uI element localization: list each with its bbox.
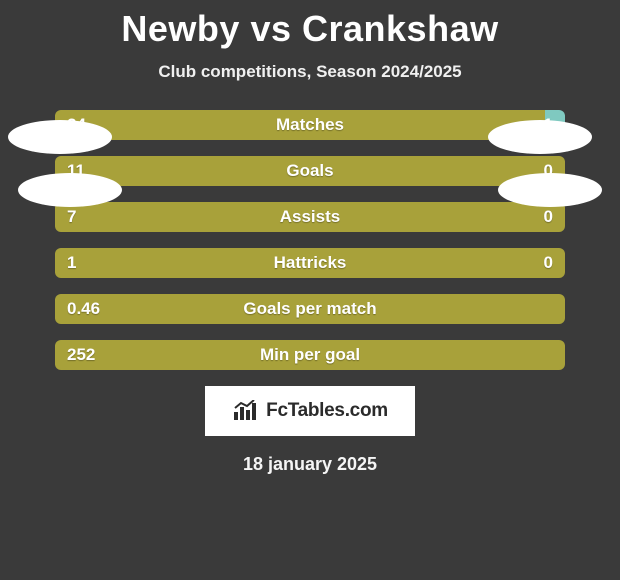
- bar-track: [55, 340, 565, 370]
- stats-container: 241Matches110Goals70Assists10Hattricks0.…: [55, 110, 565, 370]
- stat-row: 0.46Goals per match: [55, 294, 565, 324]
- avatar-left: [8, 120, 112, 154]
- stat-row: 70Assists: [55, 202, 565, 232]
- player2-name: Crankshaw: [302, 8, 499, 49]
- avatar-right: [498, 173, 602, 207]
- vs-text: vs: [250, 8, 291, 49]
- subtitle: Club competitions, Season 2024/2025: [0, 62, 620, 82]
- chart-icon: [232, 400, 260, 422]
- bar-left: [55, 110, 545, 140]
- bar-track: [55, 294, 565, 324]
- page-title: Newby vs Crankshaw: [0, 0, 620, 50]
- stat-row: 110Goals: [55, 156, 565, 186]
- avatar-right: [488, 120, 592, 154]
- bar-left: [55, 202, 565, 232]
- stat-row: 252Min per goal: [55, 340, 565, 370]
- bar-track: [55, 156, 565, 186]
- bar-left: [55, 156, 565, 186]
- bar-left: [55, 340, 565, 370]
- bar-left: [55, 294, 565, 324]
- bar-left: [55, 248, 565, 278]
- bar-track: [55, 202, 565, 232]
- stat-row: 10Hattricks: [55, 248, 565, 278]
- logo-badge: FcTables.com: [205, 386, 415, 436]
- date-text: 18 january 2025: [0, 454, 620, 475]
- bar-track: [55, 248, 565, 278]
- player1-name: Newby: [121, 8, 240, 49]
- avatar-left: [18, 173, 122, 207]
- logo-text: FcTables.com: [266, 400, 388, 422]
